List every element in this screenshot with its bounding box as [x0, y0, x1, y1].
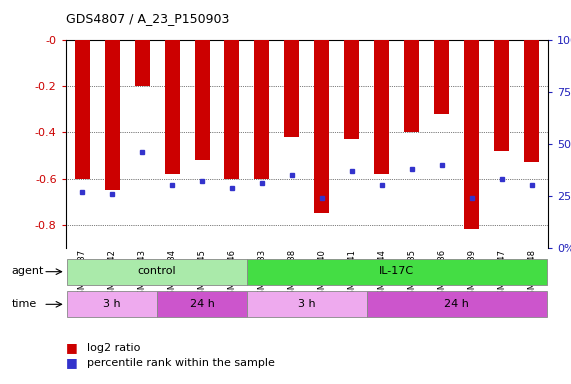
Text: ■: ■ — [66, 356, 78, 369]
Bar — [375, 40, 389, 174]
Bar — [435, 40, 449, 114]
Bar — [255, 40, 270, 179]
Bar — [67, 291, 157, 317]
Text: time: time — [11, 299, 37, 309]
Bar — [195, 40, 210, 160]
Bar — [135, 40, 150, 86]
Text: GDS4807 / A_23_P150903: GDS4807 / A_23_P150903 — [66, 12, 229, 25]
Text: 3 h: 3 h — [298, 299, 316, 309]
Bar — [367, 291, 546, 317]
Bar — [224, 40, 239, 179]
Bar — [494, 40, 509, 151]
Text: log2 ratio: log2 ratio — [87, 343, 140, 353]
Bar — [524, 40, 539, 162]
Bar — [284, 40, 299, 137]
Text: ■: ■ — [66, 341, 78, 354]
Bar — [104, 40, 119, 190]
Text: 24 h: 24 h — [444, 299, 469, 309]
Bar — [404, 40, 419, 132]
Text: 24 h: 24 h — [190, 299, 215, 309]
Bar — [157, 291, 247, 317]
Bar — [344, 40, 359, 139]
Bar — [247, 259, 546, 285]
Bar — [464, 40, 479, 229]
Bar — [164, 40, 179, 174]
Bar — [247, 291, 367, 317]
Bar — [315, 40, 329, 213]
Text: IL-17C: IL-17C — [379, 266, 415, 276]
Bar — [67, 259, 247, 285]
Text: percentile rank within the sample: percentile rank within the sample — [87, 358, 275, 368]
Bar — [75, 40, 90, 179]
Text: agent: agent — [11, 266, 44, 276]
Text: 3 h: 3 h — [103, 299, 121, 309]
Text: control: control — [138, 266, 176, 276]
